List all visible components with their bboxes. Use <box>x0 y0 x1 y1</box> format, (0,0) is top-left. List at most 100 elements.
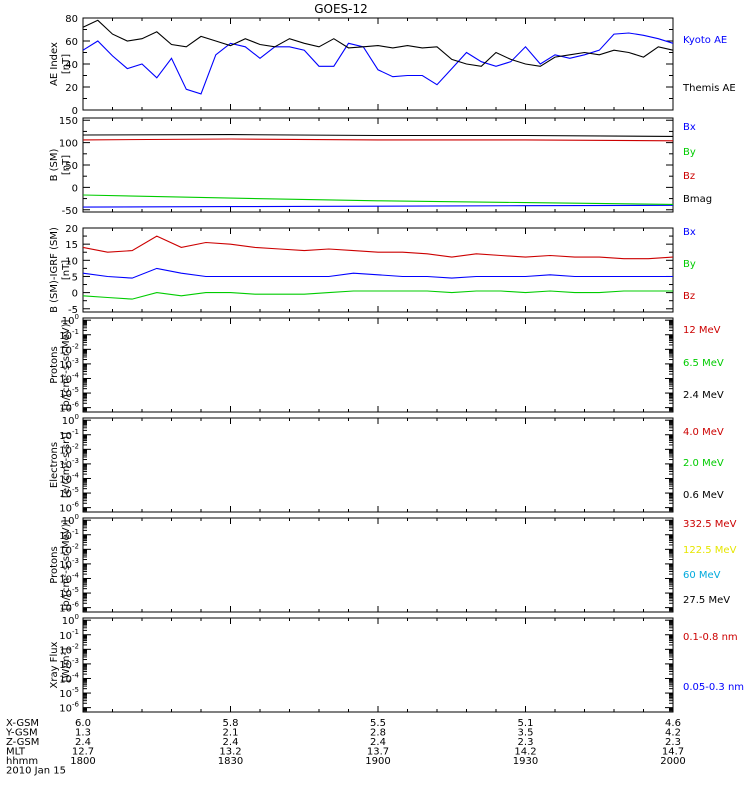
legend-entry: Bz <box>683 291 695 302</box>
legend-entry: Bmag <box>683 194 712 205</box>
panel-frame <box>82 227 674 313</box>
y-axis-label: [e/(cm²-s-sr)] <box>61 432 72 498</box>
y-tick-label: 80 <box>65 14 78 25</box>
y-tick-label: 60 <box>65 37 78 48</box>
panel-frame <box>82 317 674 413</box>
ephemeris-value: 2.4 <box>223 737 239 748</box>
legend-entry: 0.6 MeV <box>683 490 724 501</box>
legend-entry: Kyoto AE <box>683 35 727 46</box>
y-tick-label: 100 <box>62 613 79 627</box>
panel-3: -5 0 5 10 15 20 B (SM)-IGRF (SM) [nT] Bx By Bz <box>49 224 696 316</box>
y-axis-label: Protons <box>49 346 60 383</box>
y-tick-label: 0 <box>72 106 78 117</box>
y-axis-label: B (SM) <box>49 148 60 181</box>
y-tick-label: 50 <box>65 161 78 172</box>
ephemeris-value: 1800 <box>70 756 95 767</box>
panel-frame <box>82 117 674 213</box>
series-line-3 <box>82 235 674 260</box>
panel-2: -50 0 50 100 150 B (SM) [nT] Bx By Bz Bmag <box>49 116 712 217</box>
ephemeris-value: 12.7 <box>72 747 94 758</box>
y-tick-label: 100 <box>62 513 79 527</box>
y-tick-label: 10-5 <box>59 486 79 500</box>
y-tick-label: -5 <box>68 305 78 316</box>
ephemeris-value: 3.5 <box>518 728 534 739</box>
legend-entry: 27.5 MeV <box>683 595 730 606</box>
ephemeris-value: 1900 <box>365 756 390 767</box>
ephemeris-value: 4.6 <box>665 718 681 729</box>
ephemeris-value: 2.3 <box>518 737 534 748</box>
legend-entry: 6.5 MeV <box>683 358 724 369</box>
y-axis-label: B (SM)-IGRF (SM) <box>49 227 60 313</box>
y-axis-label: [W/m²] <box>61 647 72 682</box>
legend-entry: 2.0 MeV <box>683 458 724 469</box>
ephemeris-label: Z-GSM <box>6 737 39 748</box>
y-tick-label: 10 <box>65 256 78 267</box>
y-tick-label: 10-1 <box>59 628 79 642</box>
y-tick-label: 150 <box>59 116 78 127</box>
y-tick-label: 10-4 <box>59 671 79 685</box>
legend-entry: Bx <box>683 227 696 238</box>
y-tick-label: 0 <box>72 183 78 194</box>
y-tick-label: 15 <box>65 240 78 251</box>
panel-frame <box>82 617 674 713</box>
y-tick-label: 0 <box>72 289 78 300</box>
legend-entry: 60 MeV <box>683 570 721 581</box>
legend-entry: By <box>683 147 696 158</box>
ephemeris-value: 2.4 <box>370 737 386 748</box>
y-axis-label: [nT] <box>61 54 72 74</box>
y-tick-label: 20 <box>65 83 78 94</box>
y-tick-label: 10-3 <box>59 357 79 371</box>
y-axis-label: Xray Flux <box>49 641 60 688</box>
y-tick-label: 10-4 <box>59 471 79 485</box>
y-tick-label: 10-3 <box>59 457 79 471</box>
ephemeris-value: 1.3 <box>75 728 91 739</box>
y-tick-label: 10-2 <box>59 342 79 356</box>
y-tick-label: 40 <box>65 60 78 71</box>
legend-entry: 122.5 MeV <box>683 545 737 556</box>
ephemeris-value: 2.4 <box>75 737 91 748</box>
ephemeris-value: 5.8 <box>223 718 239 729</box>
panel-frame <box>82 517 674 613</box>
series-line-4 <box>82 134 674 137</box>
figure-title: GOES-12 <box>314 2 368 16</box>
ephemeris-value: 14.2 <box>514 747 536 758</box>
y-axis-label: [nT] <box>61 260 72 280</box>
ephemeris-date: 2010 Jan 15 <box>6 766 66 777</box>
legend-entry: 4.0 MeV <box>683 427 724 438</box>
ephemeris-label: MLT <box>6 747 26 758</box>
panel-frame <box>82 17 674 111</box>
ephemeris-value: 2.8 <box>370 728 386 739</box>
ephemeris-value: 4.2 <box>665 728 681 739</box>
ephemeris-value: 2.1 <box>223 728 239 739</box>
y-tick-label: 10-4 <box>59 571 79 585</box>
ephemeris-table: X-GSM 6.0 5.8 5.5 5.1 4.6 Y-GSM 1.3 2.1 2.8 3.5 4.2… <box>5 718 686 777</box>
y-axis-label: Protons <box>49 546 60 583</box>
y-tick-label: 10-3 <box>59 557 79 571</box>
y-tick-label: 10-1 <box>59 328 79 342</box>
series-line-1 <box>82 32 674 95</box>
legend-entry: 0.1-0.8 nm <box>683 632 738 643</box>
y-tick-label: 10-1 <box>59 428 79 442</box>
series-line-2 <box>82 194 674 205</box>
y-tick-label: 10-2 <box>59 542 79 556</box>
y-axis-label: [nT] <box>61 155 72 175</box>
ephemeris-label: Y-GSM <box>5 728 38 739</box>
legend-entry: Bx <box>683 122 696 133</box>
legend-entry: By <box>683 259 696 270</box>
ephemeris-value: 13.7 <box>367 747 389 758</box>
legend-entry: Themis AE <box>682 83 736 94</box>
panel-1: 0 20 40 60 80 AE Index [nT] Kyoto AE Themis AE <box>49 14 736 117</box>
series-line-1 <box>82 267 673 279</box>
legend-entry: 2.4 MeV <box>683 390 724 401</box>
series-line-2 <box>82 19 674 67</box>
ephemeris-value: 1930 <box>513 756 538 767</box>
y-tick-label: 100 <box>62 313 79 327</box>
